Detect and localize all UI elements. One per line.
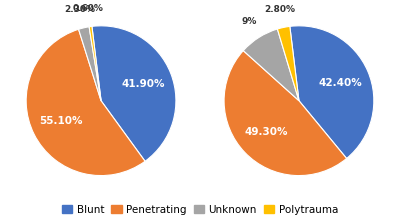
Title: After Lockdown: After Lockdown	[248, 0, 350, 2]
Text: 9%: 9%	[241, 17, 256, 26]
Wedge shape	[89, 26, 101, 101]
Wedge shape	[224, 51, 347, 176]
Text: 0.60%: 0.60%	[72, 4, 103, 12]
Wedge shape	[78, 27, 101, 101]
Wedge shape	[243, 29, 299, 101]
Wedge shape	[92, 26, 176, 161]
Text: 42.40%: 42.40%	[318, 78, 362, 88]
Wedge shape	[277, 26, 299, 101]
Text: 49.30%: 49.30%	[245, 127, 288, 137]
Title: Before Lockdown: Before Lockdown	[44, 0, 158, 2]
Text: 2.30%: 2.30%	[64, 5, 95, 14]
Wedge shape	[290, 26, 374, 159]
Text: 2.80%: 2.80%	[264, 5, 295, 14]
Text: 41.90%: 41.90%	[121, 79, 164, 89]
Legend: Blunt, Penetrating, Unknown, Polytrauma: Blunt, Penetrating, Unknown, Polytrauma	[59, 202, 341, 218]
Wedge shape	[26, 29, 145, 176]
Text: 55.10%: 55.10%	[39, 116, 83, 126]
